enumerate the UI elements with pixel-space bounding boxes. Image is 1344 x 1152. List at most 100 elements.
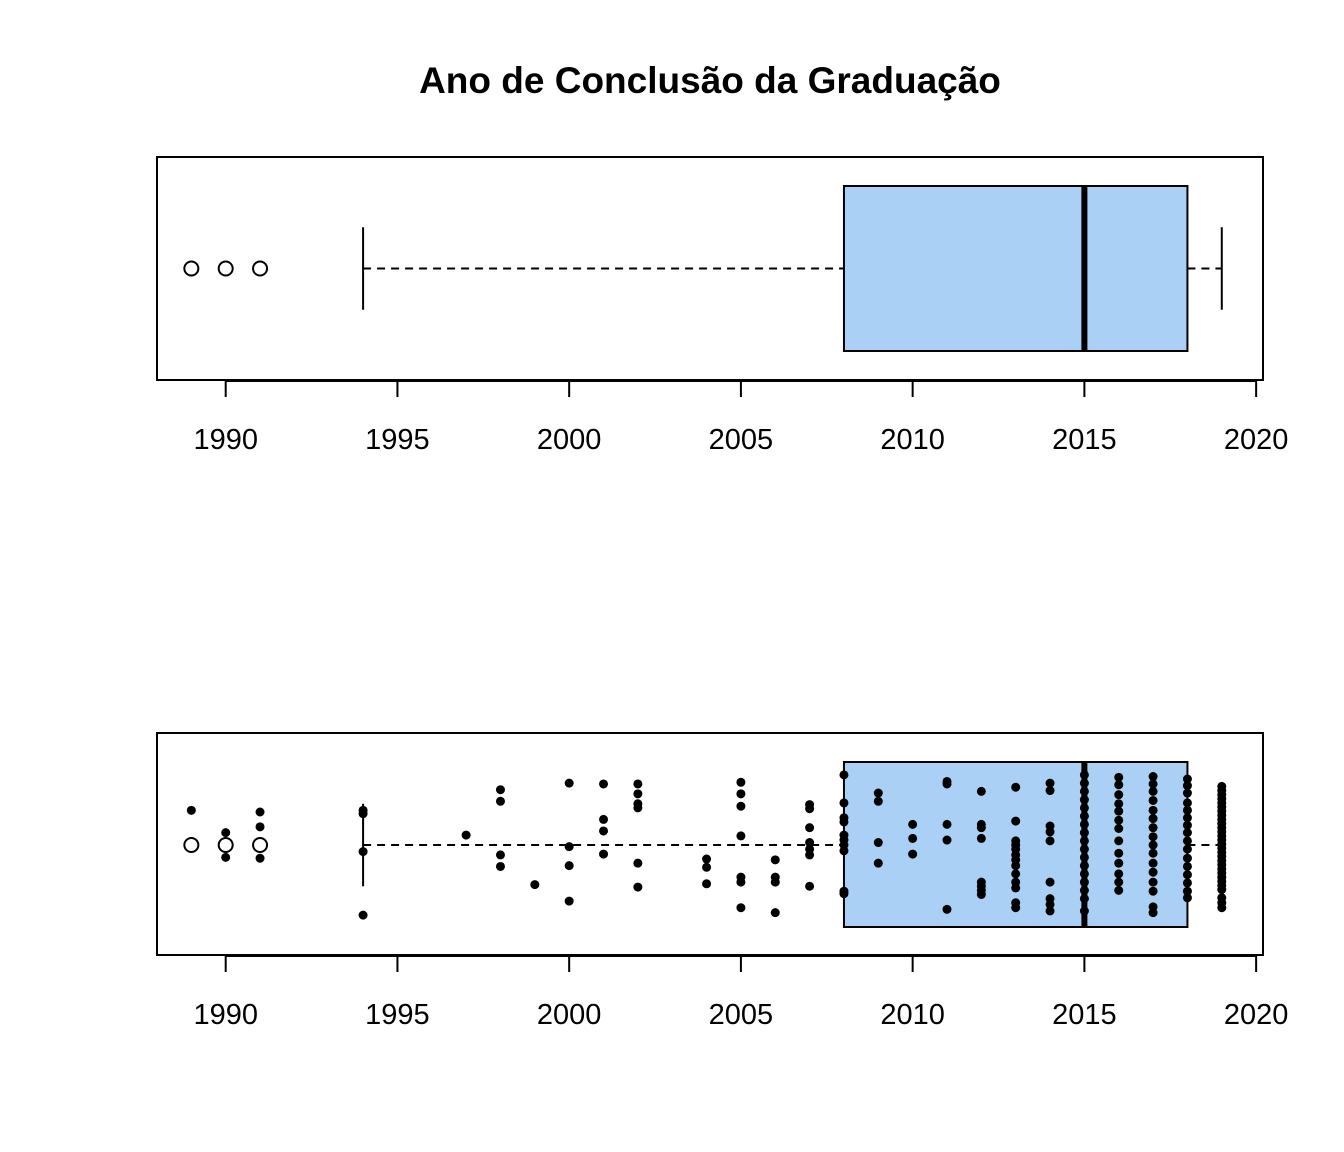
data-point bbox=[221, 852, 231, 862]
data-point bbox=[942, 819, 952, 829]
data-point bbox=[908, 819, 918, 829]
data-point bbox=[1079, 811, 1089, 821]
data-point bbox=[702, 854, 712, 864]
data-point bbox=[1114, 836, 1124, 846]
data-point bbox=[805, 850, 815, 860]
data-point bbox=[1079, 795, 1089, 805]
data-point bbox=[255, 853, 265, 863]
data-point bbox=[736, 831, 746, 841]
x-tick-label: 2005 bbox=[709, 424, 774, 456]
x-tick-label: 2005 bbox=[709, 999, 774, 1031]
x-tick-label: 2000 bbox=[537, 424, 602, 456]
data-point bbox=[1079, 836, 1089, 846]
data-point bbox=[1182, 853, 1192, 863]
data-point bbox=[976, 890, 986, 899]
data-point bbox=[1011, 883, 1021, 893]
panel-boxplot: 1990 1995 2000 2005 2010 2015 2020 bbox=[156, 156, 1289, 456]
data-point bbox=[1148, 795, 1158, 805]
data-point bbox=[873, 858, 883, 868]
data-point bbox=[1045, 877, 1055, 887]
data-point bbox=[1045, 827, 1055, 837]
data-point bbox=[495, 796, 505, 806]
data-point bbox=[805, 881, 815, 891]
data-point bbox=[564, 861, 574, 871]
data-point bbox=[221, 828, 231, 838]
data-point bbox=[1011, 861, 1021, 871]
data-point bbox=[873, 838, 883, 848]
x-tick-label: 2015 bbox=[1052, 999, 1117, 1031]
data-point bbox=[1148, 786, 1158, 796]
data-point bbox=[805, 823, 815, 833]
data-point bbox=[1148, 805, 1158, 815]
data-point bbox=[976, 786, 986, 796]
data-point bbox=[770, 855, 780, 865]
outlier-point bbox=[252, 837, 269, 853]
data-point bbox=[599, 826, 609, 836]
outlier-point bbox=[217, 837, 234, 853]
data-point bbox=[1079, 844, 1089, 854]
data-point bbox=[1182, 813, 1192, 823]
data-point bbox=[1114, 790, 1124, 800]
data-point bbox=[255, 807, 265, 817]
data-point bbox=[1079, 778, 1089, 788]
data-point bbox=[599, 814, 609, 824]
outlier-point bbox=[183, 260, 200, 277]
data-point bbox=[1114, 848, 1124, 858]
data-point bbox=[702, 879, 712, 889]
data-point bbox=[873, 796, 883, 806]
x-tick-label: 2010 bbox=[880, 999, 945, 1031]
data-point bbox=[1079, 803, 1089, 813]
data-point bbox=[1114, 824, 1124, 833]
data-point bbox=[1217, 885, 1227, 895]
x-tick-label: 1990 bbox=[193, 999, 258, 1031]
x-tick-label: 2015 bbox=[1052, 424, 1117, 456]
data-point bbox=[839, 886, 849, 896]
data-point bbox=[564, 896, 574, 906]
data-point bbox=[1079, 861, 1089, 871]
data-point bbox=[633, 803, 643, 813]
data-point bbox=[770, 908, 780, 918]
data-point bbox=[736, 777, 746, 787]
data-point bbox=[1182, 893, 1192, 903]
x-tick-label: 1995 bbox=[365, 424, 430, 456]
data-point bbox=[1114, 885, 1124, 895]
data-point bbox=[564, 842, 574, 852]
data-point bbox=[633, 789, 643, 799]
data-point bbox=[1045, 906, 1055, 916]
x-tick-label: 1995 bbox=[365, 999, 430, 1031]
x-tick-label: 1990 bbox=[193, 424, 258, 456]
data-point bbox=[633, 779, 643, 789]
data-point bbox=[839, 817, 849, 827]
data-point bbox=[495, 850, 505, 860]
data-point bbox=[942, 835, 952, 845]
data-point bbox=[1045, 778, 1055, 788]
data-point bbox=[358, 809, 368, 819]
data-point bbox=[1079, 786, 1089, 796]
data-point bbox=[1182, 844, 1192, 854]
data-point bbox=[736, 903, 746, 913]
data-point bbox=[1148, 840, 1158, 850]
data-point bbox=[736, 801, 746, 811]
data-point bbox=[1148, 832, 1158, 842]
data-point bbox=[1011, 816, 1021, 826]
data-point bbox=[1079, 877, 1089, 887]
iqr-box bbox=[842, 185, 1189, 352]
data-point bbox=[1217, 903, 1227, 913]
data-point bbox=[942, 904, 952, 914]
data-point bbox=[530, 880, 540, 890]
data-point bbox=[1182, 861, 1192, 871]
chart-title: Ano de Conclusão da Graduação bbox=[419, 60, 1001, 101]
data-point bbox=[976, 833, 986, 843]
data-point bbox=[599, 779, 609, 789]
data-point bbox=[255, 822, 265, 832]
data-point bbox=[1114, 815, 1124, 825]
data-point bbox=[1148, 858, 1158, 868]
x-tick-label: 2020 bbox=[1224, 424, 1289, 456]
data-point bbox=[1148, 848, 1158, 858]
data-point bbox=[1114, 772, 1124, 782]
data-point bbox=[908, 849, 918, 859]
data-point bbox=[1182, 781, 1192, 791]
data-point bbox=[1079, 885, 1089, 895]
data-point bbox=[1114, 806, 1124, 816]
